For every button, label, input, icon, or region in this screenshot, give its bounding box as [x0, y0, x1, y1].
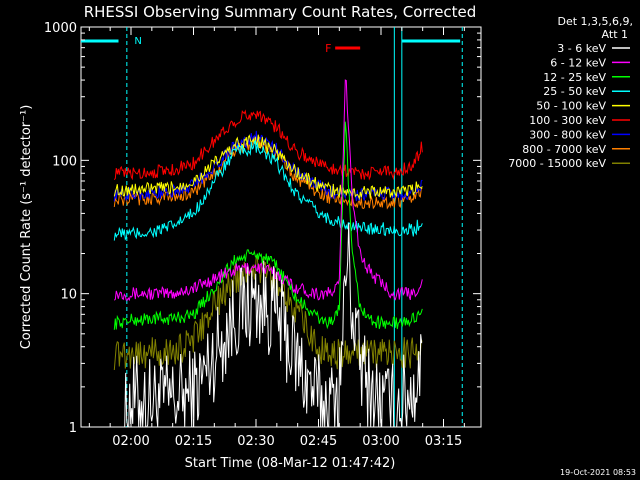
- timestamp: 19-Oct-2021 08:53: [560, 468, 636, 477]
- night-label: N: [134, 36, 141, 47]
- series-line-1: [113, 79, 423, 302]
- y-tick-label-0: 1: [69, 421, 77, 436]
- x-tick-label-0: 02:00: [112, 434, 149, 449]
- series-line-2: [113, 121, 423, 330]
- series-line-0: [122, 223, 423, 428]
- x-tick-label-5: 03:15: [425, 434, 462, 449]
- y-axis-label: Corrected Count Rate (s⁻¹ detector⁻¹): [19, 105, 34, 350]
- legend-label-5: 100 - 300 keV: [529, 114, 606, 127]
- legend-label-3: 25 - 50 keV: [543, 85, 606, 98]
- x-tick-label-2: 02:30: [237, 434, 274, 449]
- flare-label: F: [325, 42, 331, 55]
- legend-label-4: 50 - 100 keV: [536, 100, 606, 113]
- legend-label-6: 300 - 800 keV: [529, 128, 606, 141]
- legend-header-2: Att 1: [602, 28, 628, 41]
- legend-label-8: 7000 - 15000 keV: [508, 157, 606, 170]
- series-line-4: [113, 134, 423, 201]
- x-tick-label-1: 02:15: [175, 434, 212, 449]
- y-tick-label-3: 1000: [44, 21, 77, 36]
- legend-label-1: 6 - 12 keV: [550, 56, 606, 69]
- legend-label-0: 3 - 6 keV: [557, 42, 606, 55]
- chart-title: RHESSI Observing Summary Count Rates, Co…: [84, 3, 477, 21]
- series-line-6: [113, 130, 423, 202]
- x-tick-label-4: 03:00: [362, 434, 399, 449]
- series-line-3: [113, 139, 423, 241]
- legend-label-7: 800 - 7000 keV: [522, 143, 606, 156]
- series-line-5: [113, 109, 423, 181]
- plot-frame: [80, 26, 482, 428]
- x-tick-label-3: 02:45: [300, 434, 337, 449]
- y-tick-label-2: 100: [52, 154, 77, 169]
- legend-label-2: 12 - 25 keV: [543, 71, 606, 84]
- x-axis-label: Start Time (08-Mar-12 01:47:42): [185, 456, 396, 471]
- legend-header-1: Det 1,3,5,6,9,: [557, 15, 633, 28]
- y-tick-label-1: 10: [60, 288, 77, 303]
